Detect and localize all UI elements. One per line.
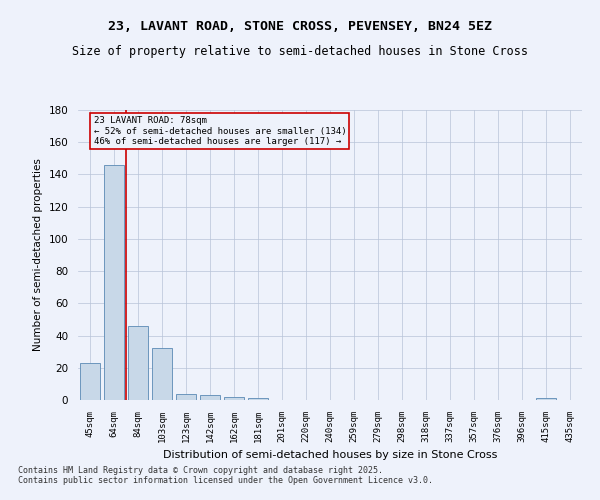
Bar <box>176 394 196 400</box>
Text: Contains HM Land Registry data © Crown copyright and database right 2025.
Contai: Contains HM Land Registry data © Crown c… <box>18 466 433 485</box>
Bar <box>128 326 148 400</box>
Bar <box>200 395 220 400</box>
Bar <box>152 348 172 400</box>
Bar <box>80 363 100 400</box>
Text: 23 LAVANT ROAD: 78sqm
← 52% of semi-detached houses are smaller (134)
46% of sem: 23 LAVANT ROAD: 78sqm ← 52% of semi-deta… <box>94 116 346 146</box>
Bar <box>248 398 268 400</box>
X-axis label: Distribution of semi-detached houses by size in Stone Cross: Distribution of semi-detached houses by … <box>163 450 497 460</box>
Bar <box>104 165 124 400</box>
Text: 23, LAVANT ROAD, STONE CROSS, PEVENSEY, BN24 5EZ: 23, LAVANT ROAD, STONE CROSS, PEVENSEY, … <box>108 20 492 33</box>
Text: Size of property relative to semi-detached houses in Stone Cross: Size of property relative to semi-detach… <box>72 45 528 58</box>
Bar <box>536 398 556 400</box>
Y-axis label: Number of semi-detached properties: Number of semi-detached properties <box>33 158 43 352</box>
Bar <box>224 397 244 400</box>
